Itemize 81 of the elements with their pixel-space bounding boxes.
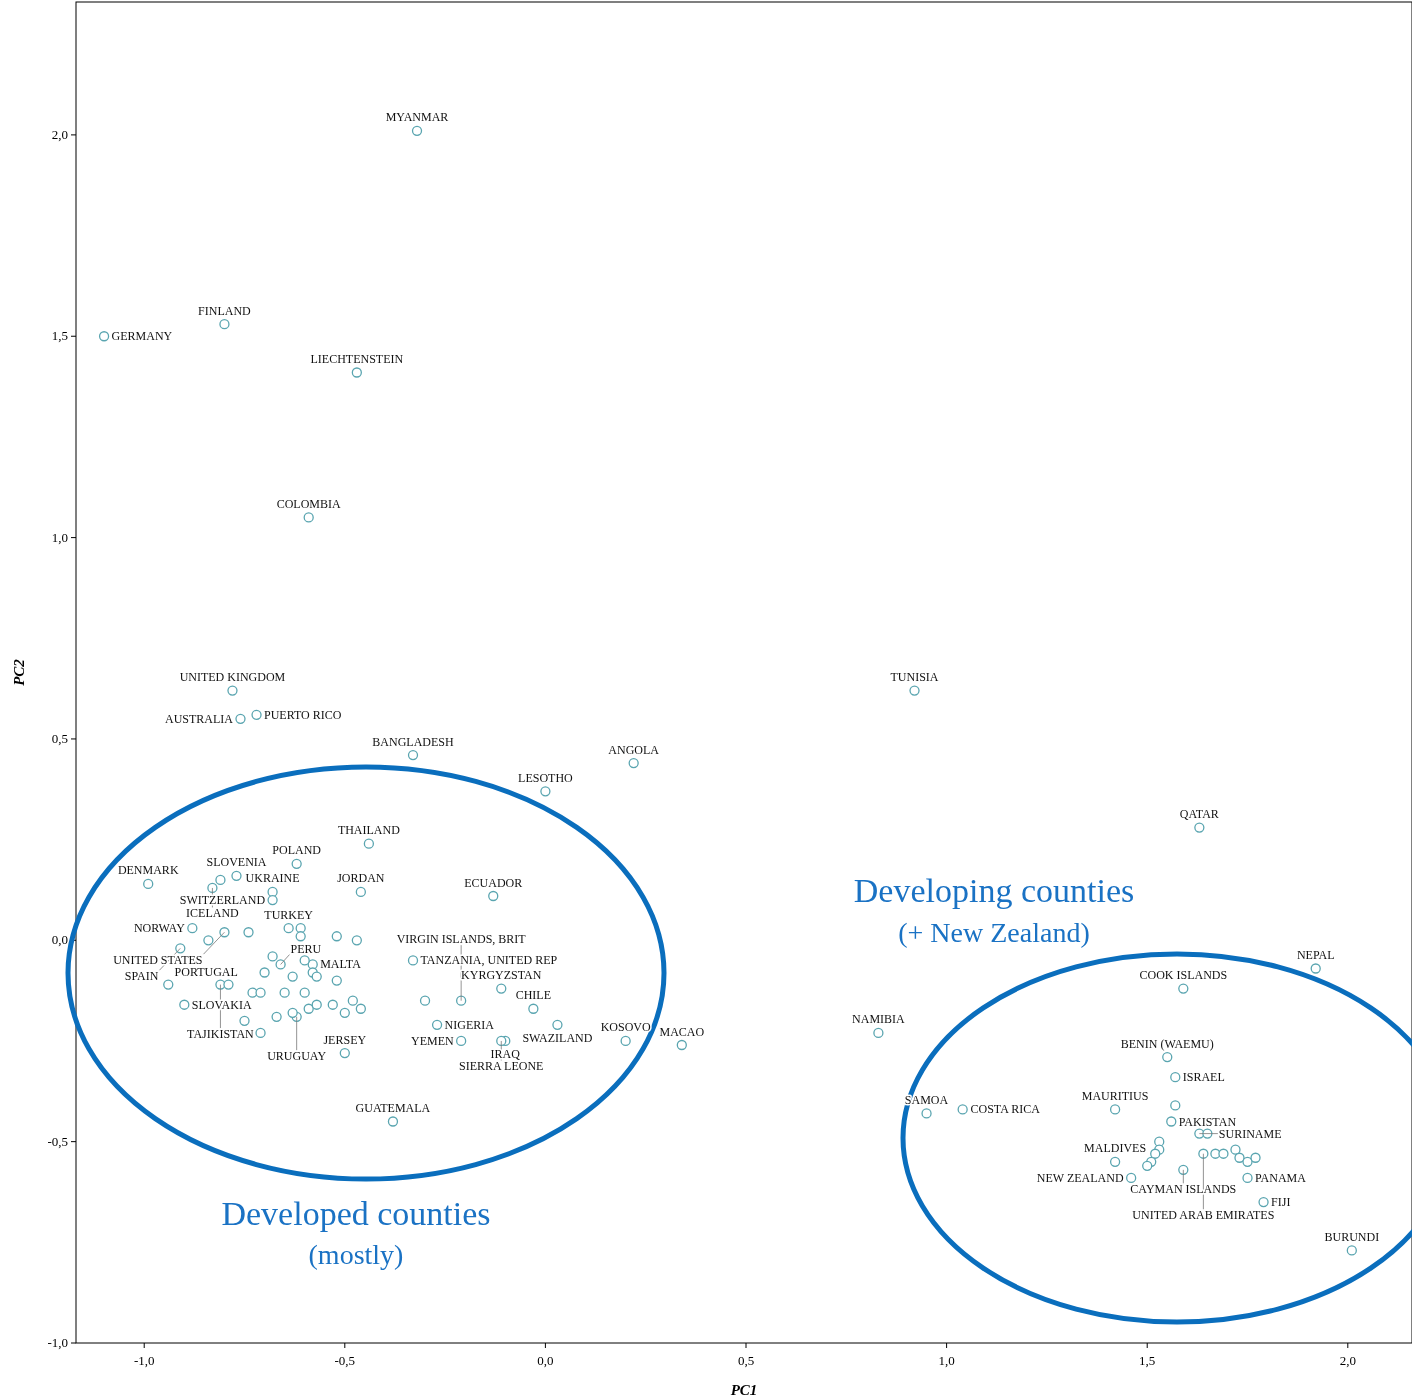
y-tick-label: 1,0 [51, 529, 68, 545]
annotation: COSTA RICA [970, 1102, 1041, 1117]
y-tick-label: 0,0 [51, 932, 68, 948]
x-tick-label: 0,5 [737, 1353, 755, 1368]
annotation: AUSTRALIA [164, 711, 234, 726]
annotation: SWITZERLAND [179, 893, 266, 908]
annotation: THAILAND [337, 823, 401, 838]
annotation: JERSEY [323, 1032, 367, 1047]
annotation: UNITED KINGDOM [179, 670, 286, 685]
annotation: NAMIBIA [852, 1012, 906, 1027]
annotation: NEPAL [1296, 947, 1335, 962]
annotation: ISRAEL [1182, 1070, 1225, 1085]
annotation: GERMANY [111, 329, 173, 344]
annotation: NORWAY [133, 921, 186, 936]
annotation: SLOVENIA [206, 855, 267, 870]
annotation: PAKISTAN [1178, 1114, 1237, 1129]
annotation: QATAR [1179, 807, 1219, 822]
x-tick-label: -0,5 [334, 1353, 356, 1368]
x-tick-label: 0,0 [537, 1353, 554, 1368]
annotation: SURINAME [1218, 1126, 1282, 1141]
annotation: COLOMBIA [276, 496, 342, 511]
annotation: MALTA [320, 957, 362, 972]
annotation: COOK ISLANDS [1139, 968, 1228, 983]
annotation: MACAO [659, 1024, 705, 1039]
x-tick-label: 1,0 [938, 1353, 955, 1368]
annotation: PERU [290, 941, 322, 956]
x-tick-label: 1,5 [1139, 1353, 1156, 1368]
annotation: KOSOVO [600, 1020, 651, 1035]
annotation: JORDAN [337, 871, 385, 886]
annotation: UNITED ARAB EMIRATES [1132, 1208, 1275, 1223]
annotation: MYANMAR [385, 110, 449, 125]
y-tick-label: -0,5 [47, 1133, 68, 1149]
annotation: SIERRA LEONE [459, 1059, 544, 1074]
annotation: Developing counties [853, 872, 1135, 909]
annotation: CHILE [515, 988, 552, 1003]
annotation: BURUNDI [1324, 1229, 1380, 1244]
annotation: (+ New Zealand) [898, 917, 1090, 948]
annotation: UKRAINE [245, 871, 300, 886]
annotation: (mostly) [308, 1239, 404, 1270]
annotation: PORTUGAL [174, 965, 238, 980]
annotation: ANGOLA [608, 742, 660, 757]
annotation: IRAQ [490, 1047, 521, 1062]
annotation: Developed counties [221, 1195, 491, 1232]
annotation: TUNISIA [890, 670, 939, 685]
y-axis-title: PC2 [11, 658, 27, 686]
annotation: KYRGYZSTAN [461, 968, 542, 983]
annotation: FIJI [1271, 1195, 1291, 1210]
annotation: LIECHTENSTEIN [310, 351, 404, 366]
annotation: NIGERIA [444, 1017, 495, 1032]
annotation: POLAND [272, 843, 322, 858]
y-tick-label: 1,5 [51, 328, 68, 344]
annotation: URUGUAY [267, 1049, 327, 1064]
x-tick-label: 2,0 [1339, 1353, 1356, 1368]
annotation: TANZANIA, UNITED REP [420, 953, 558, 968]
annotation: TURKEY [264, 907, 314, 922]
x-tick-label: -1,0 [133, 1353, 155, 1368]
annotation: BENIN (WAEMU) [1120, 1036, 1214, 1051]
annotation: ECUADOR [464, 875, 523, 890]
y-tick-label: 2,0 [51, 126, 68, 142]
annotation: DENMARK [117, 863, 179, 878]
annotation: TAJIKISTAN [187, 1027, 255, 1042]
annotation: SLOVAKIA [191, 997, 252, 1012]
x-axis-title: PC1 [730, 1382, 758, 1397]
annotation: PANAMA [1255, 1170, 1307, 1185]
annotation: PUERTO RICO [264, 707, 342, 722]
y-tick-label: 0,5 [51, 730, 68, 746]
annotation: VIRGIN ISLANDS, BRIT [396, 932, 527, 947]
annotation: BANGLADESH [372, 734, 455, 749]
y-tick-label: -1,0 [47, 1335, 68, 1350]
annotation: YEMEN [410, 1033, 454, 1048]
annotation: ICELAND [186, 906, 240, 921]
annotation: GUATEMALA [355, 1101, 431, 1116]
annotation: CAYMAN ISLANDS [1130, 1182, 1237, 1197]
annotation: MAURITIUS [1081, 1088, 1149, 1103]
annotation: MALDIVES [1084, 1141, 1147, 1156]
annotation: FINLAND [198, 303, 252, 318]
annotation: UNITED STATES [113, 953, 203, 968]
annotation: SWAZILAND [522, 1031, 593, 1046]
annotation: NEW ZEALAND [1036, 1170, 1124, 1185]
annotation: SPAIN [124, 969, 159, 984]
annotation: LESOTHO [518, 770, 574, 785]
